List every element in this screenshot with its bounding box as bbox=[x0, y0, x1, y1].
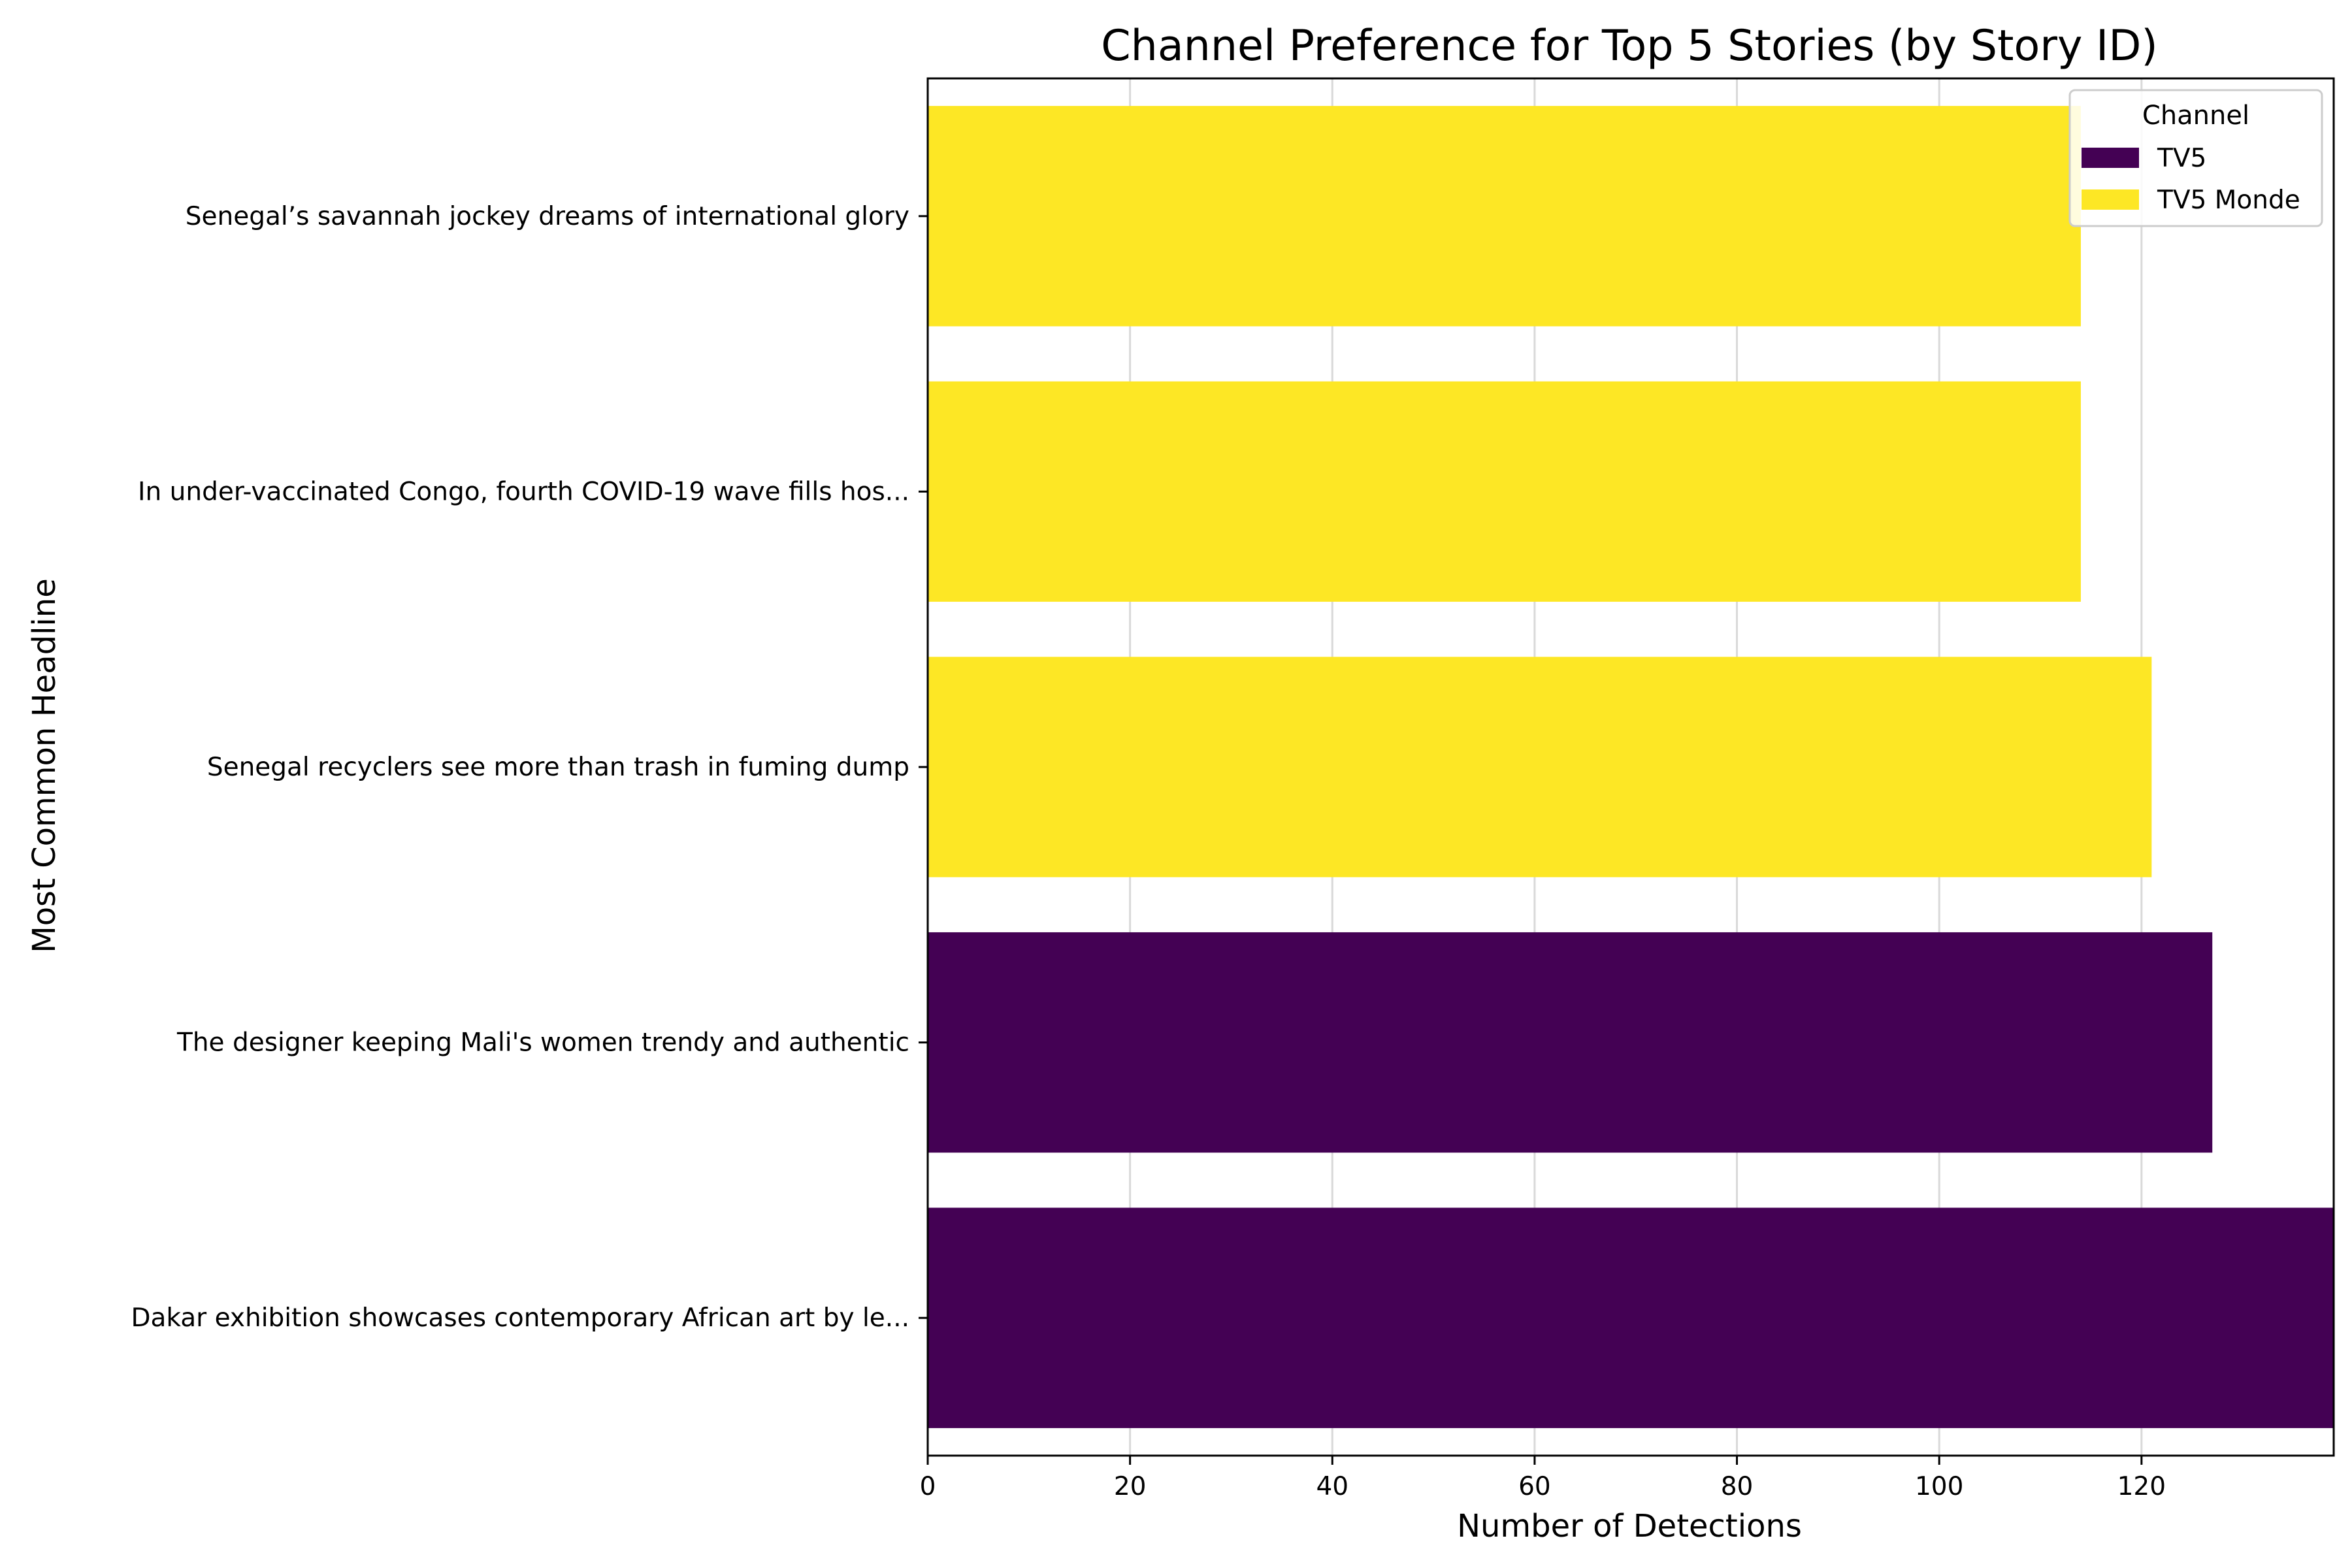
legend-title: Channel bbox=[2142, 101, 2249, 131]
legend-swatch bbox=[2082, 189, 2139, 210]
y-axis-ticks: Senegal’s savannah jockey dreams of inte… bbox=[131, 202, 928, 1333]
x-tick-label: 100 bbox=[1915, 1472, 1963, 1501]
bar bbox=[928, 381, 2081, 602]
x-tick-label: 40 bbox=[1316, 1472, 1348, 1501]
bar bbox=[928, 657, 2152, 877]
y-tick-label: The designer keeping Mali's women trendy… bbox=[176, 1028, 909, 1058]
y-tick-label: In under-vaccinated Congo, fourth COVID-… bbox=[138, 477, 909, 506]
legend: Channel TV5 TV5 Monde bbox=[2068, 89, 2323, 227]
legend-label: TV5 Monde bbox=[2157, 186, 2300, 215]
x-axis-label: Number of Detections bbox=[1457, 1508, 1802, 1544]
x-tick-label: 120 bbox=[2117, 1472, 2166, 1501]
x-tick-label: 0 bbox=[920, 1472, 936, 1501]
x-tick-label: 60 bbox=[1518, 1472, 1551, 1501]
chart-title: Channel Preference for Top 5 Stories (by… bbox=[1101, 22, 2158, 71]
x-tick-label: 20 bbox=[1114, 1472, 1147, 1501]
y-tick-label: Senegal’s savannah jockey dreams of inte… bbox=[186, 202, 909, 231]
legend-swatch bbox=[2082, 148, 2139, 168]
bar bbox=[928, 106, 2081, 327]
bar bbox=[928, 1207, 2334, 1428]
y-tick-label: Senegal recyclers see more than trash in… bbox=[207, 753, 909, 782]
y-tick-label: Dakar exhibition showcases contemporary … bbox=[131, 1303, 909, 1333]
legend-label: TV5 bbox=[2157, 144, 2206, 173]
x-tick-label: 80 bbox=[1721, 1472, 1754, 1501]
y-axis-label: Most Common Headline bbox=[26, 578, 63, 953]
bar bbox=[928, 932, 2213, 1153]
x-axis-ticks: 0 20 40 60 80 100 120 bbox=[920, 1456, 2166, 1501]
bar-series bbox=[928, 106, 2334, 1428]
